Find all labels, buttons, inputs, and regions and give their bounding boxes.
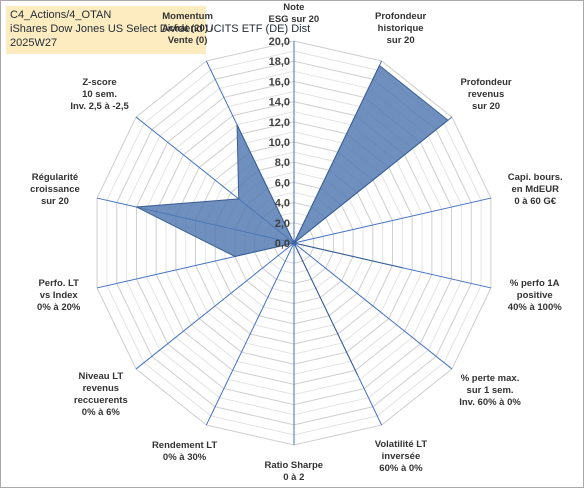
category-label: Perfo. LT vs Index 0% à 20% <box>37 277 81 313</box>
chart-title-line-3: 2025W27 <box>10 37 58 49</box>
category-label: Momentum Achat (20) / Vente (0) <box>161 10 214 46</box>
category-label: % perfo 1A positive 40% à 100% <box>507 277 562 313</box>
category-label: Ratio Sharpe 0 à 2 <box>264 460 324 483</box>
r-tick-label: 18,0 <box>269 56 290 68</box>
r-tick-label: 8,0 <box>275 157 290 169</box>
r-tick-label: 4,0 <box>275 198 290 210</box>
axis-spoke <box>205 242 295 426</box>
r-tick-label: 0,0 <box>275 238 290 250</box>
r-tick-label: 10,0 <box>269 137 290 149</box>
category-label: Note ESG sur 20 <box>268 2 320 25</box>
r-tick-label: 16,0 <box>269 76 290 88</box>
category-label: % perte max. sur 1 sem. Inv. 60% à 0% <box>459 373 521 409</box>
category-label: Z-score 10 sem. Inv. 2,5 à -2,5 <box>70 76 129 112</box>
category-label: Volatilité LT inversée 60% à 0% <box>374 439 428 475</box>
category-label: Profondeur revenus sur 20 <box>460 76 512 112</box>
chart-title-line-1: C4_Actions/4_OTAN <box>10 9 112 21</box>
category-label: Niveau LT revenus reccuerents 0% à 6% <box>73 371 128 419</box>
r-tick-label: 14,0 <box>269 97 290 109</box>
category-label: Rendement LT 0% à 30% <box>151 440 218 464</box>
r-tick-label: 6,0 <box>275 177 290 189</box>
category-label: Régularité croissance sur 20 <box>30 172 80 208</box>
category-label: Capi. bours. en MdEUR 0 à 60 G€ <box>507 172 563 208</box>
axis-spoke <box>293 197 492 244</box>
r-tick-label: 2,0 <box>275 218 290 230</box>
chart-title-box: C4_Actions/4_OTAN iShares Dow Jones US S… <box>6 6 311 54</box>
axis-spoke <box>135 242 295 370</box>
chart-title-line-2: iShares Dow Jones US Select Dividend UCI… <box>10 23 311 35</box>
category-label: Profondeur historique sur 20 <box>375 10 427 46</box>
r-tick-label: 20,0 <box>269 36 290 48</box>
r-tick-label: 12,0 <box>269 117 290 129</box>
axis-spoke <box>293 242 453 370</box>
data-series-area <box>134 64 449 376</box>
